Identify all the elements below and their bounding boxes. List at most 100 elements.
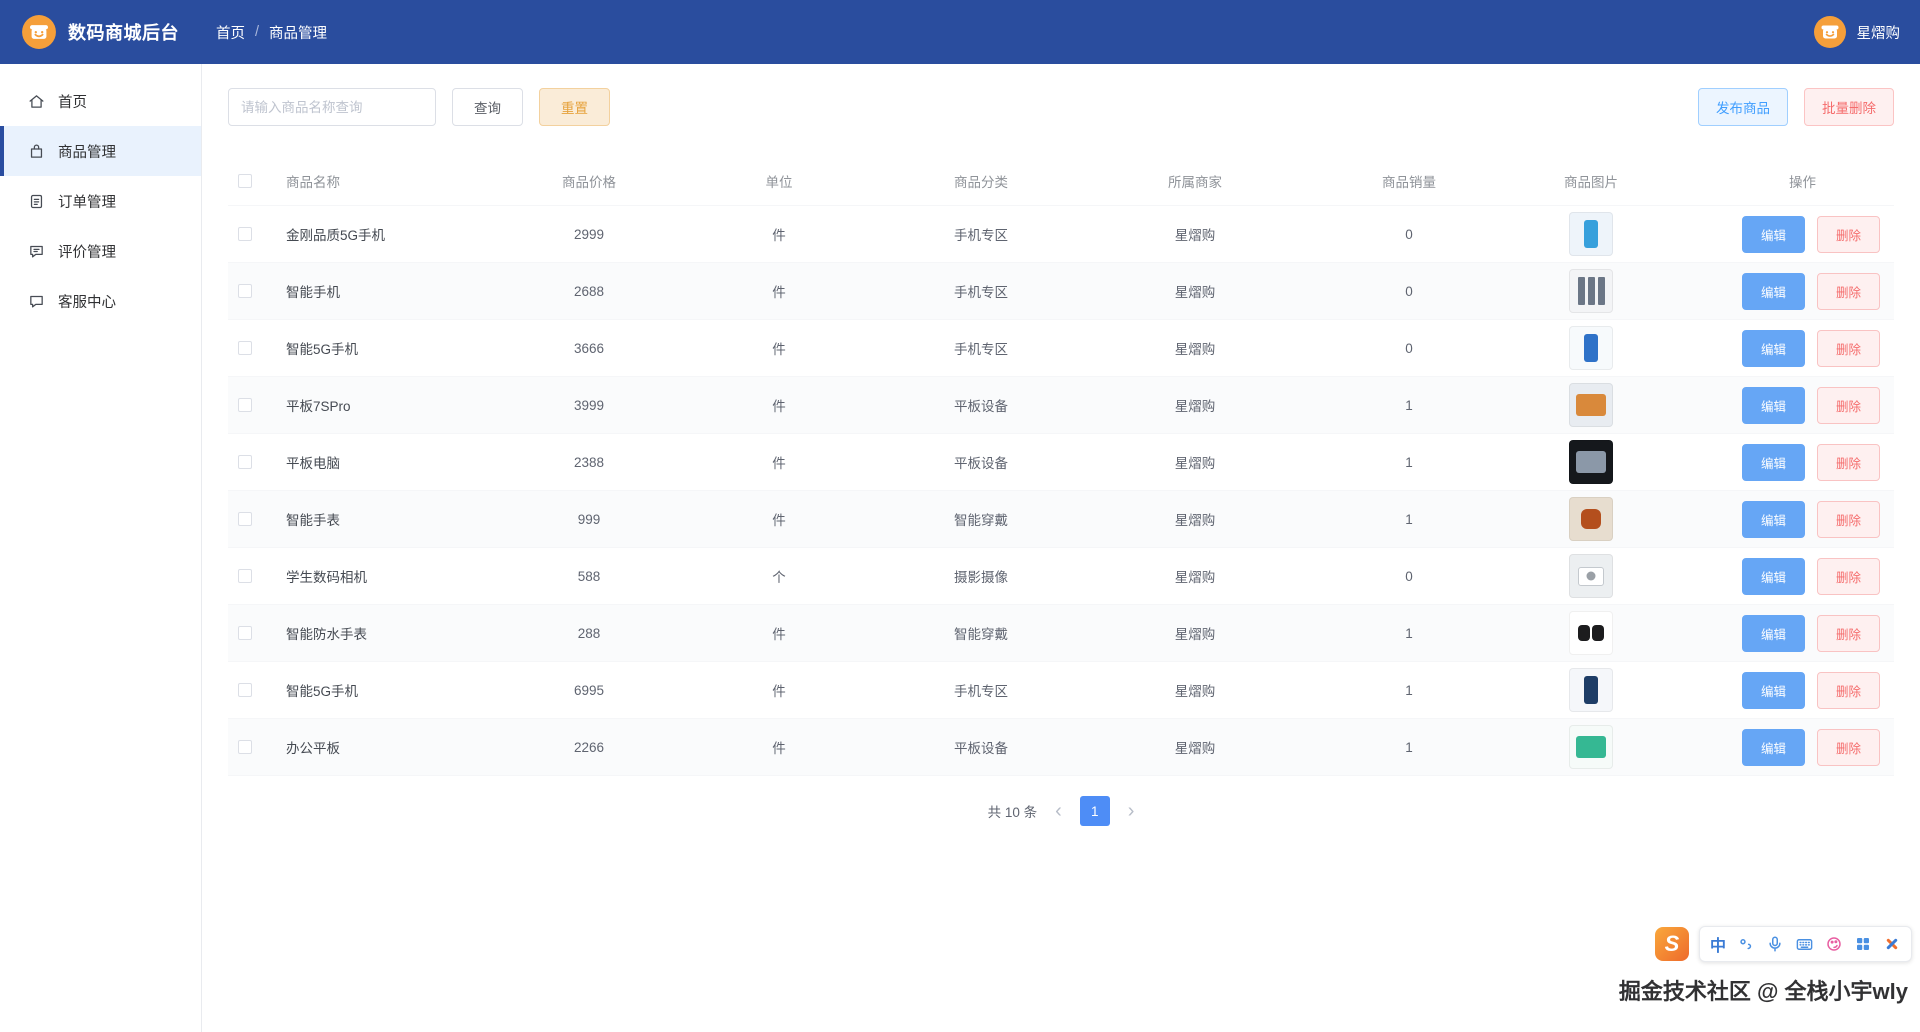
mic-icon[interactable] — [1766, 935, 1784, 953]
row-checkbox[interactable] — [238, 341, 252, 355]
product-thumbnail[interactable] — [1569, 269, 1613, 313]
delete-button[interactable]: 删除 — [1816, 329, 1880, 367]
table-row: 平板7SPro 3999 件 平板设备 星熠购 1 编辑 删除 — [228, 377, 1894, 434]
header-sales: 商品销量 — [1382, 174, 1436, 190]
edit-button[interactable]: 编辑 — [1741, 728, 1805, 766]
row-checkbox[interactable] — [238, 512, 252, 526]
edit-button[interactable]: 编辑 — [1741, 557, 1805, 595]
product-merchant: 星熠购 — [1174, 513, 1216, 528]
row-checkbox[interactable] — [238, 398, 252, 412]
product-icon — [28, 143, 45, 160]
product-sales: 0 — [1405, 226, 1413, 242]
delete-button[interactable]: 删除 — [1816, 272, 1880, 310]
product-thumbnail[interactable] — [1569, 668, 1613, 712]
skin-icon[interactable] — [1825, 935, 1843, 953]
edit-button[interactable]: 编辑 — [1741, 500, 1805, 538]
edit-button[interactable]: 编辑 — [1741, 443, 1805, 481]
next-page-icon[interactable]: › — [1127, 800, 1135, 822]
product-category: 手机专区 — [954, 228, 1008, 243]
product-merchant: 星熠购 — [1174, 228, 1216, 243]
tools-icon[interactable] — [1883, 935, 1901, 953]
product-sales: 1 — [1405, 625, 1413, 641]
product-unit: 件 — [772, 741, 786, 756]
sogou-logo-icon[interactable]: S — [1654, 927, 1689, 961]
delete-button[interactable]: 删除 — [1816, 500, 1880, 538]
row-checkbox[interactable] — [238, 626, 252, 640]
product-price: 588 — [577, 568, 601, 584]
username[interactable]: 星熠购 — [1856, 25, 1901, 42]
product-image-shape — [1576, 736, 1606, 758]
edit-button[interactable]: 编辑 — [1741, 614, 1805, 652]
product-name: 平板电脑 — [286, 456, 340, 471]
product-category: 平板设备 — [954, 741, 1008, 756]
grid-icon[interactable] — [1854, 935, 1872, 953]
delete-button[interactable]: 删除 — [1816, 386, 1880, 424]
row-checkbox[interactable] — [238, 227, 252, 241]
sidebar-item-label: 评价管理 — [58, 244, 116, 261]
sidebar-item-support[interactable]: 客服中心 — [0, 276, 201, 326]
search-input[interactable] — [228, 88, 436, 126]
product-thumbnail[interactable] — [1569, 497, 1613, 541]
select-all-checkbox[interactable] — [238, 173, 252, 188]
delete-button[interactable]: 删除 — [1816, 215, 1880, 253]
delete-button[interactable]: 删除 — [1816, 671, 1880, 709]
edit-button[interactable]: 编辑 — [1741, 386, 1805, 424]
product-thumbnail[interactable] — [1569, 440, 1613, 484]
product-thumbnail[interactable] — [1569, 611, 1613, 655]
product-name: 办公平板 — [286, 741, 340, 756]
prev-page-icon[interactable]: ‹ — [1055, 800, 1062, 822]
edit-button[interactable]: 编辑 — [1741, 329, 1805, 367]
product-thumbnail[interactable] — [1569, 554, 1613, 598]
product-merchant: 星熠购 — [1174, 570, 1216, 585]
publish-product-button[interactable]: 发布商品 — [1698, 88, 1788, 126]
product-category: 平板设备 — [954, 456, 1008, 471]
sidebar-item-label: 客服中心 — [58, 294, 116, 311]
product-unit: 件 — [772, 342, 786, 357]
query-button[interactable]: 查询 — [452, 88, 523, 126]
product-table: 商品名称 商品价格 单位 商品分类 所属商家 商品销量 商品图片 操作 金刚品质… — [228, 156, 1894, 776]
row-checkbox[interactable] — [238, 683, 252, 697]
delete-button[interactable]: 删除 — [1816, 443, 1880, 481]
delete-button[interactable]: 删除 — [1816, 557, 1880, 595]
delete-button[interactable]: 删除 — [1816, 728, 1880, 766]
product-thumbnail[interactable] — [1569, 725, 1613, 769]
row-checkbox[interactable] — [238, 740, 252, 754]
product-thumbnail[interactable] — [1569, 383, 1613, 427]
edit-button[interactable]: 编辑 — [1741, 671, 1805, 709]
sidebar-item-orders[interactable]: 订单管理 — [0, 176, 201, 226]
sidebar-item-home[interactable]: 首页 — [0, 76, 201, 126]
user-avatar[interactable] — [1812, 14, 1848, 50]
product-name: 智能5G手机 — [286, 342, 359, 357]
product-sales: 1 — [1405, 739, 1413, 755]
breadcrumb: 首页 / 商品管理 — [216, 22, 327, 43]
delete-button[interactable]: 删除 — [1816, 614, 1880, 652]
product-merchant: 星熠购 — [1174, 684, 1216, 699]
edit-button[interactable]: 编辑 — [1741, 215, 1805, 253]
product-price: 3999 — [573, 397, 605, 413]
header-image: 商品图片 — [1564, 174, 1618, 190]
edit-button[interactable]: 编辑 — [1741, 272, 1805, 310]
product-thumbnail[interactable] — [1569, 326, 1613, 370]
row-checkbox[interactable] — [238, 455, 252, 469]
product-category: 智能穿戴 — [954, 513, 1008, 528]
reset-button[interactable]: 重置 — [539, 88, 610, 126]
row-checkbox[interactable] — [238, 284, 252, 298]
keyboard-icon[interactable] — [1795, 935, 1814, 954]
ime-language-toggle[interactable]: 中 — [1709, 938, 1726, 955]
product-price: 2388 — [573, 454, 605, 470]
row-checkbox[interactable] — [238, 569, 252, 583]
product-thumbnail[interactable] — [1569, 212, 1613, 256]
page-number-button[interactable]: 1 — [1079, 796, 1110, 826]
table-row: 智能5G手机 6995 件 手机专区 星熠购 1 编辑 删除 — [228, 662, 1894, 719]
sidebar-item-reviews[interactable]: 评价管理 — [0, 226, 201, 276]
header-merchant: 所属商家 — [1168, 174, 1222, 190]
product-image-shape — [1578, 625, 1590, 641]
product-price: 999 — [577, 511, 601, 527]
breadcrumb-home[interactable]: 首页 — [216, 25, 245, 42]
product-name: 学生数码相机 — [286, 570, 367, 585]
service-icon — [28, 293, 45, 310]
breadcrumb-separator: / — [255, 24, 260, 40]
punctuation-icon[interactable] — [1737, 935, 1755, 953]
sidebar-item-products[interactable]: 商品管理 — [0, 126, 201, 176]
batch-delete-button[interactable]: 批量删除 — [1804, 88, 1894, 126]
